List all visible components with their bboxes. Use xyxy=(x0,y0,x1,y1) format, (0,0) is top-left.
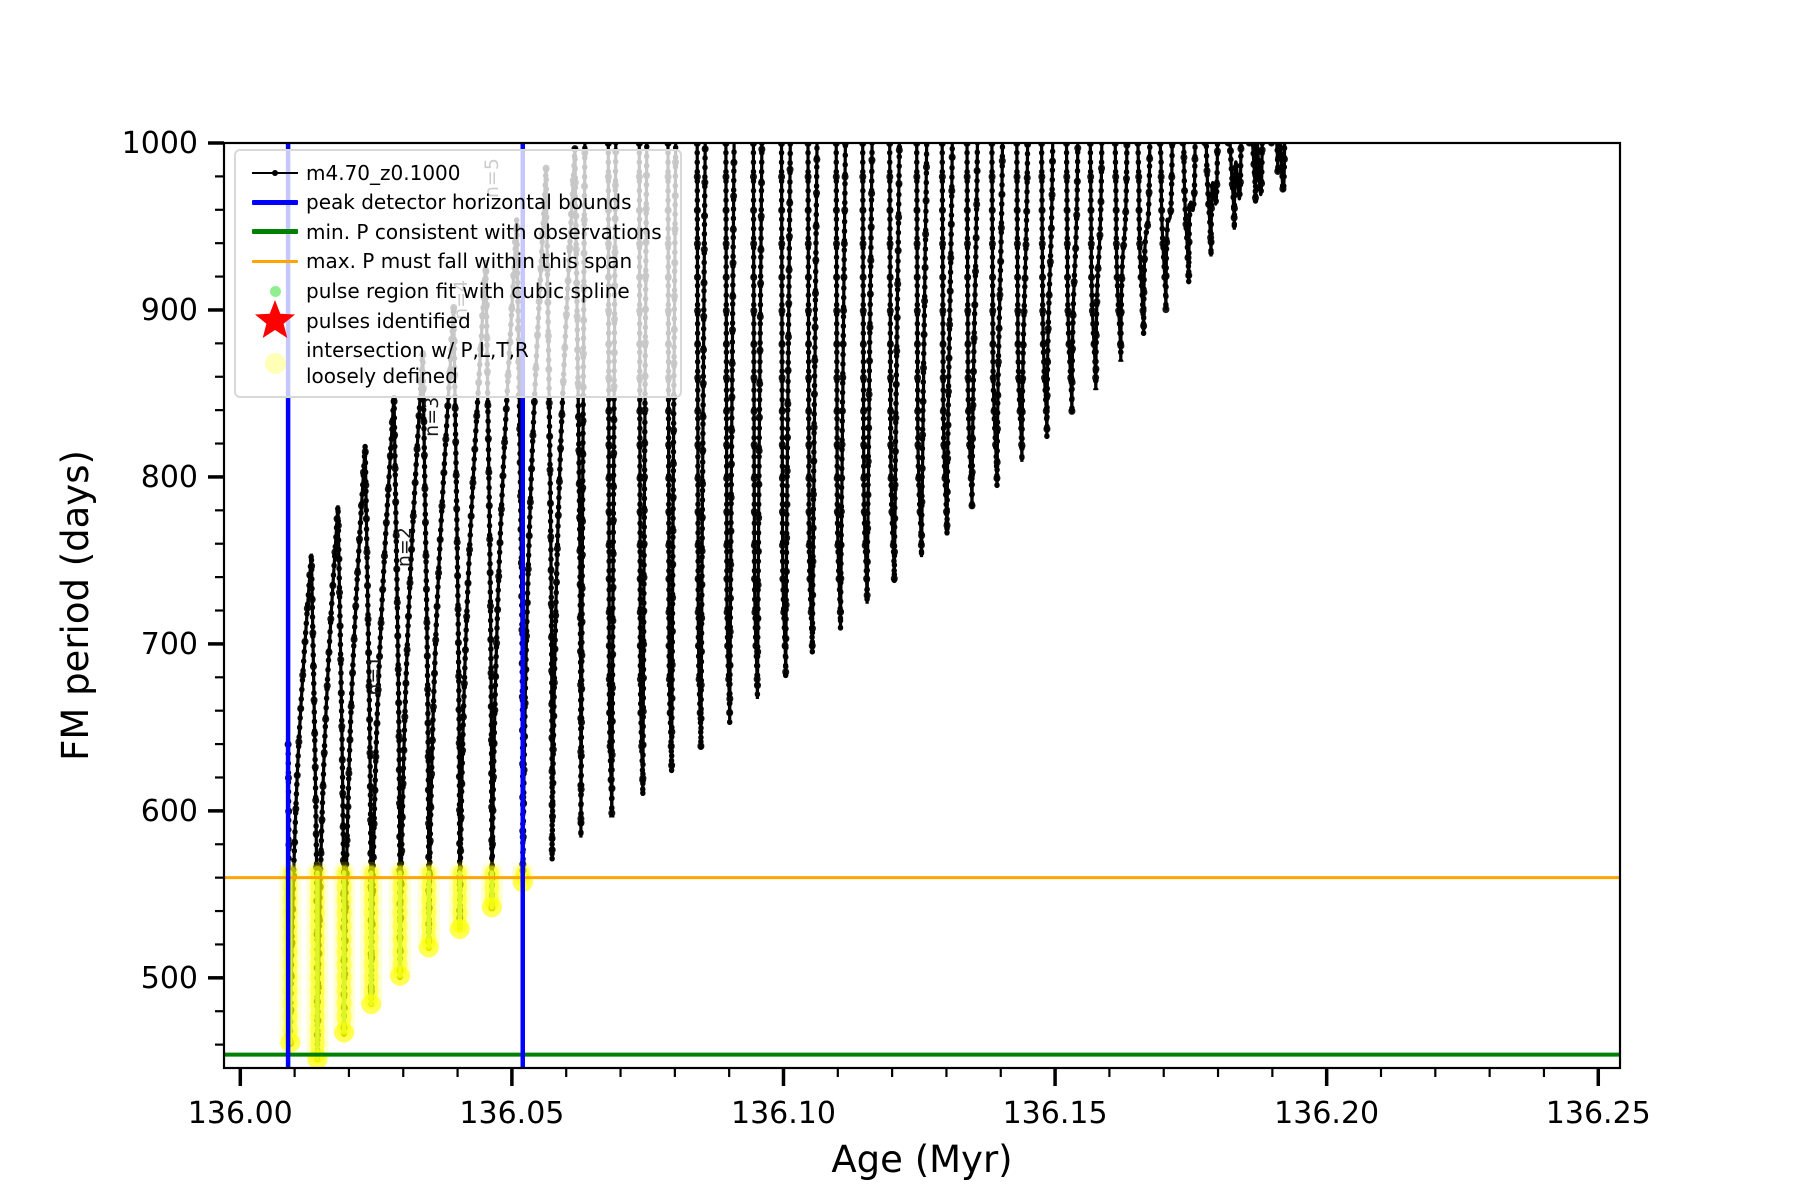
x-tick-label: 136.00 xyxy=(188,1096,293,1131)
intersection-tip xyxy=(334,1022,355,1043)
intersection-tip xyxy=(481,897,502,918)
x-tick-label: 136.20 xyxy=(1274,1096,1379,1131)
line-handle-icon xyxy=(244,229,306,235)
x-tick-label: 136.25 xyxy=(1546,1096,1651,1131)
legend-label: pulse region fit with cubic spline xyxy=(306,279,630,304)
legend-label: m4.70_z0.1000 xyxy=(306,160,461,185)
x-axis-title: Age (Myr) xyxy=(831,1138,1012,1181)
legend-row: min. P consistent with observations xyxy=(244,217,672,247)
spline-dot-icon xyxy=(244,285,306,297)
legend-row: m4.70_z0.1000 xyxy=(244,158,672,188)
series-line-marker-icon xyxy=(244,169,306,175)
pulse-annotation: n=1 xyxy=(364,656,386,696)
intersection-tip xyxy=(361,994,382,1015)
legend-label: peak detector horizontal bounds xyxy=(306,190,632,215)
intersection-tip xyxy=(307,1049,328,1068)
legend-row: max. P must fall within this span xyxy=(244,247,672,277)
y-tick-label: 700 xyxy=(141,627,198,662)
y-tick-label: 600 xyxy=(141,794,198,829)
x-tick-label: 136.10 xyxy=(731,1096,836,1131)
pulse-annotation: n=2 xyxy=(393,527,415,567)
pulse-annotation: n=3 xyxy=(421,397,443,437)
y-tick-label: 1000 xyxy=(122,126,198,161)
x-tick-label: 136.05 xyxy=(459,1096,564,1131)
intersection-tip xyxy=(418,937,439,958)
legend-row: intersection w/ P,L,T,R loosely defined xyxy=(244,336,672,391)
line-handle-icon xyxy=(244,259,306,263)
legend-label: pulses identified xyxy=(306,308,471,333)
intersection-tip xyxy=(389,965,410,986)
y-tick-label: 500 xyxy=(141,961,198,996)
legend-row: pulses identified xyxy=(244,299,672,338)
intersection-tip xyxy=(449,919,470,940)
star-icon xyxy=(244,299,306,343)
x-tick-label: 136.15 xyxy=(1003,1096,1108,1131)
y-tick-label: 900 xyxy=(141,293,198,328)
y-axis-title: FM period (days) xyxy=(54,450,97,761)
legend-row: pulse region fit with cubic spline xyxy=(244,276,672,306)
legend-row: peak detector horizontal bounds xyxy=(244,188,672,218)
legend-label: intersection w/ P,L,T,R xyxy=(306,338,529,363)
axes-frame xyxy=(222,141,1622,1070)
plot-area: n=1n=2n=3n=4n=5 xyxy=(224,143,1620,1068)
intersection-circle-icon xyxy=(244,352,306,374)
series-markers-sparse xyxy=(284,143,1289,1062)
legend-label: min. P consistent with observations xyxy=(306,219,662,244)
y-tick-label: 800 xyxy=(141,460,198,495)
line-handle-icon xyxy=(244,199,306,205)
legend-label-line2: loosely defined xyxy=(306,364,458,389)
legend-label: max. P must fall within this span xyxy=(306,249,633,274)
